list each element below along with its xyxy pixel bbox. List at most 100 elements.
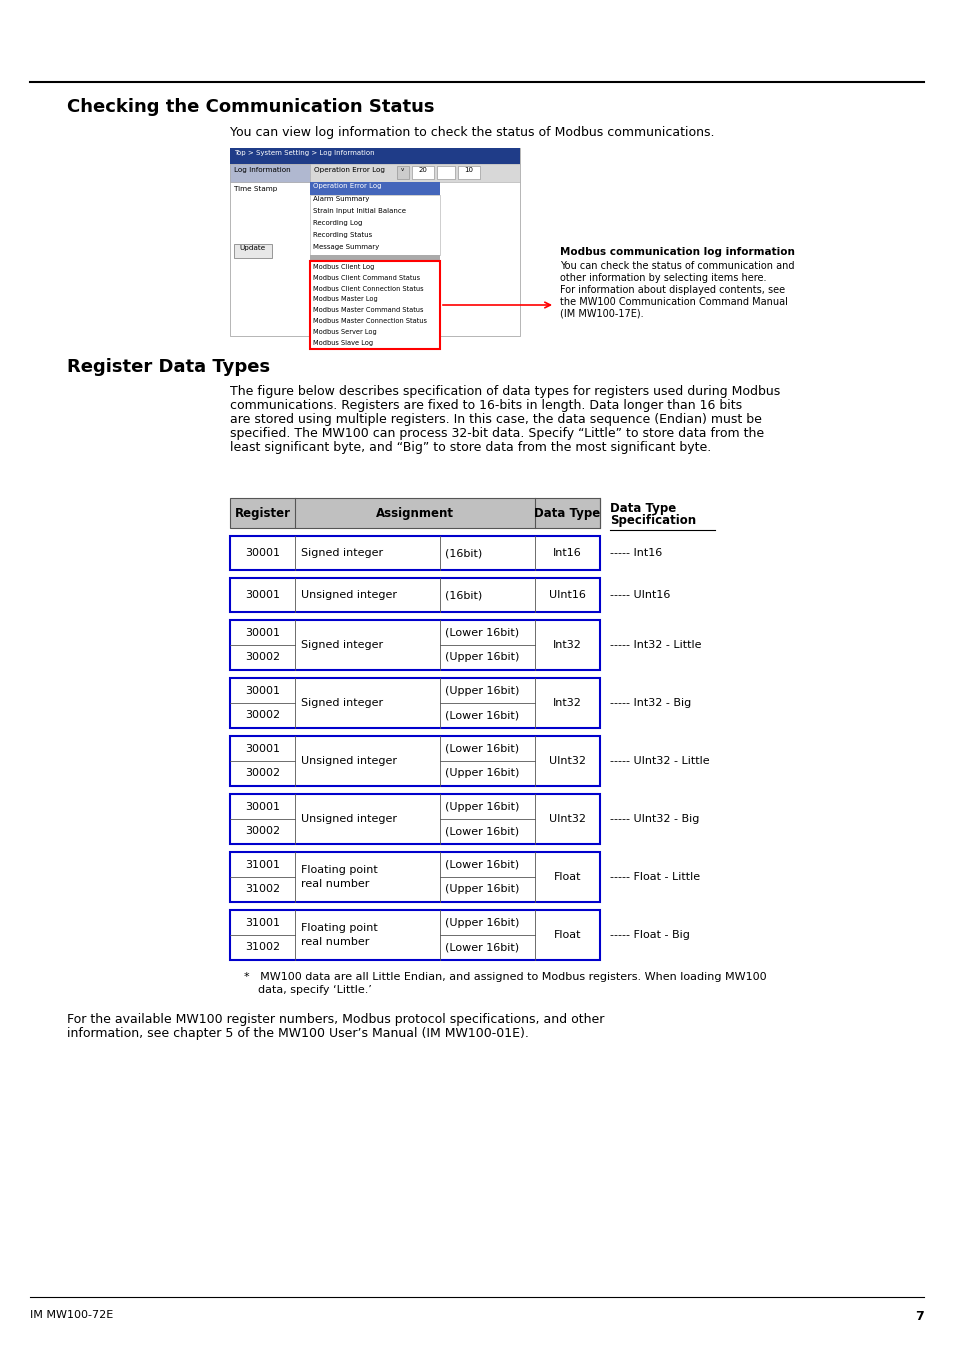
Bar [230,852,599,902]
Text: 30002: 30002 [245,768,280,779]
Text: 31002: 31002 [245,884,280,895]
Text: Int16: Int16 [553,548,581,558]
Text: Data Type: Data Type [609,502,676,514]
Text: Register: Register [234,506,291,520]
Bar [230,148,519,336]
Text: For information about displayed contents, see: For information about displayed contents… [559,285,784,296]
Text: Signed integer: Signed integer [301,548,383,558]
Text: ----- UInt32 - Little: ----- UInt32 - Little [609,756,709,765]
Text: (16bit): (16bit) [444,590,482,599]
Text: (Lower 16bit): (Lower 16bit) [444,744,518,753]
Text: (Lower 16bit): (Lower 16bit) [444,826,518,837]
Text: Floating point: Floating point [301,923,377,933]
Text: real number: real number [301,937,369,946]
Text: Register Data Types: Register Data Types [67,358,270,377]
Text: (Lower 16bit): (Lower 16bit) [444,860,518,869]
Text: (IM MW100-17E).: (IM MW100-17E). [559,309,643,319]
Text: (Upper 16bit): (Upper 16bit) [444,768,518,779]
Text: You can view log information to check the status of Modbus communications.: You can view log information to check th… [230,126,714,139]
Text: IM MW100-72E: IM MW100-72E [30,1310,113,1320]
Text: 31001: 31001 [245,918,280,927]
Text: For the available MW100 register numbers, Modbus protocol specifications, and ot: For the available MW100 register numbers… [67,1012,604,1026]
Text: 7: 7 [914,1310,923,1323]
Text: Modbus Slave Log: Modbus Slave Log [313,340,373,346]
Bar [230,736,599,786]
Text: Modbus Client Connection Status: Modbus Client Connection Status [313,286,423,292]
Bar [230,910,599,960]
Text: Strain Input Initial Balance: Strain Input Initial Balance [313,208,406,215]
Text: Assignment: Assignment [375,506,454,520]
Text: are stored using multiple registers. In this case, the data sequence (Endian) mu: are stored using multiple registers. In … [230,413,761,427]
Text: least significant byte, and “Big” to store data from the most significant byte.: least significant byte, and “Big” to sto… [230,441,711,454]
Text: Modbus Master Log: Modbus Master Log [313,297,377,302]
Bar [230,620,599,670]
Text: Modbus Master Connection Status: Modbus Master Connection Status [313,319,427,324]
Text: 30001: 30001 [245,548,280,558]
Text: specified. The MW100 can process 32-bit data. Specify “Little” to store data fro: specified. The MW100 can process 32-bit … [230,427,763,440]
Text: Signed integer: Signed integer [301,640,383,649]
Text: (Lower 16bit): (Lower 16bit) [444,942,518,953]
Text: (Upper 16bit): (Upper 16bit) [444,884,518,895]
Text: Float: Float [553,930,580,940]
Text: 30001: 30001 [245,744,280,753]
Text: 31001: 31001 [245,860,280,869]
Text: the MW100 Communication Command Manual: the MW100 Communication Command Manual [559,297,787,306]
Text: Floating point: Floating point [301,865,377,875]
Text: ----- UInt32 - Big: ----- UInt32 - Big [609,814,699,824]
Text: communications. Registers are fixed to 16-bits in length. Data longer than 16 bi: communications. Registers are fixed to 1… [230,400,741,412]
Text: (Upper 16bit): (Upper 16bit) [444,686,518,695]
Text: Signed integer: Signed integer [301,698,383,707]
Text: Update: Update [239,244,266,251]
Text: 10: 10 [464,167,473,173]
Text: Modbus Server Log: Modbus Server Log [313,329,376,335]
Text: 30002: 30002 [245,826,280,837]
Bar [230,678,599,728]
Text: 30002: 30002 [245,710,280,721]
Text: Recording Status: Recording Status [313,232,372,238]
Bar [436,166,455,180]
Bar [233,244,272,258]
Text: The figure below describes specification of data types for registers used during: The figure below describes specification… [230,385,780,398]
Text: UInt16: UInt16 [549,590,585,599]
Text: Operation Error Log: Operation Error Log [314,167,385,173]
Text: Modbus Client Log: Modbus Client Log [313,265,374,270]
Text: Data Type: Data Type [534,506,600,520]
Text: *   MW100 data are all Little Endian, and assigned to Modbus registers. When loa: * MW100 data are all Little Endian, and … [230,972,766,981]
Text: Message Summary: Message Summary [313,244,379,250]
Text: Modbus Master Command Status: Modbus Master Command Status [313,308,423,313]
Bar [412,166,434,180]
Text: information, see chapter 5 of the MW100 User’s Manual (IM MW100-01E).: information, see chapter 5 of the MW100 … [67,1027,528,1040]
Text: real number: real number [301,879,369,890]
Bar [230,578,599,612]
Text: 30001: 30001 [245,628,280,637]
Bar [310,255,439,261]
Text: ----- Int16: ----- Int16 [609,548,661,558]
Text: (Upper 16bit): (Upper 16bit) [444,918,518,927]
Bar [310,194,439,255]
Text: 30002: 30002 [245,652,280,663]
Text: Unsigned integer: Unsigned integer [301,590,396,599]
Text: Int32: Int32 [553,698,581,707]
Text: Top > System Setting > Log Information: Top > System Setting > Log Information [233,150,375,157]
Text: 30001: 30001 [245,802,280,811]
Text: ----- UInt16: ----- UInt16 [609,590,670,599]
Text: ----- Float - Big: ----- Float - Big [609,930,689,940]
Text: other information by selecting items here.: other information by selecting items her… [559,273,765,284]
Text: Recording Log: Recording Log [313,220,362,225]
Text: (Upper 16bit): (Upper 16bit) [444,802,518,811]
Bar [457,166,479,180]
Text: Modbus Client Command Status: Modbus Client Command Status [313,275,419,281]
Text: 30001: 30001 [245,686,280,695]
Bar [230,536,599,570]
Bar [310,261,439,350]
Text: data, specify ‘Little.’: data, specify ‘Little.’ [230,986,372,995]
Text: UInt32: UInt32 [548,756,585,765]
Text: (Lower 16bit): (Lower 16bit) [444,628,518,637]
Text: 31002: 31002 [245,942,280,953]
Bar [230,163,310,182]
Text: (Upper 16bit): (Upper 16bit) [444,652,518,663]
Text: (16bit): (16bit) [444,548,482,558]
Text: ----- Float - Little: ----- Float - Little [609,872,700,882]
Text: v: v [400,167,403,171]
Text: 20: 20 [418,167,427,173]
